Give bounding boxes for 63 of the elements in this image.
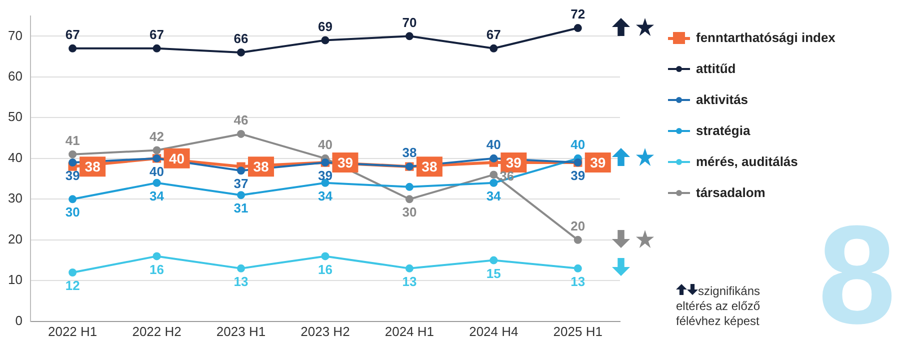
data-label: 16	[150, 262, 164, 277]
legend-label: mérés, auditálás	[696, 154, 798, 169]
y-tick-label: 40	[8, 150, 22, 165]
data-label: 67	[486, 26, 501, 42]
y-tick-label: 70	[8, 28, 22, 43]
data-label: 66	[234, 31, 248, 46]
x-tick-label: 2022 H1	[48, 324, 98, 339]
data-label: 38	[402, 145, 417, 160]
y-tick-label: 20	[8, 231, 22, 246]
data-label: 13	[234, 274, 248, 290]
legend-label: aktivitás	[696, 92, 748, 107]
data-label: 40	[486, 136, 501, 152]
data-label: 31	[234, 200, 248, 216]
legend-label: attitűd	[696, 61, 736, 76]
x-tick-label: 2025 H1	[553, 324, 602, 339]
data-label: 40	[169, 150, 185, 166]
data-label: 69	[318, 18, 332, 34]
data-label: 37	[234, 176, 248, 192]
x-tick-label: 2024 H1	[384, 324, 434, 339]
data-label: 42	[150, 128, 164, 144]
data-label: 16	[318, 262, 332, 277]
data-label: 39	[506, 154, 522, 170]
data-label: 40	[318, 136, 332, 152]
data-label: 38	[422, 158, 438, 174]
data-label: 30	[402, 204, 417, 220]
data-label: 39	[337, 154, 354, 170]
data-label: 39	[65, 168, 80, 184]
data-label: 13	[402, 274, 417, 290]
data-label: 34	[486, 188, 502, 204]
data-label: 72	[570, 6, 586, 22]
y-tick-label: 50	[8, 109, 22, 124]
data-label: 40	[570, 136, 586, 152]
y-tick-label: 10	[8, 272, 22, 288]
data-label: 38	[84, 158, 101, 174]
data-label: 13	[570, 274, 586, 290]
data-label: 67	[65, 26, 80, 42]
data-label: 30	[65, 204, 80, 220]
x-tick-label: 2022 H2	[132, 324, 182, 339]
data-label: 70	[402, 14, 417, 30]
x-tick-label: 2024 H4	[469, 324, 518, 339]
y-tick-label: 60	[8, 68, 22, 84]
data-label: 34	[318, 188, 334, 204]
data-label: 39	[590, 154, 606, 170]
data-label: 39	[318, 168, 332, 184]
legend-label: fenntarthatósági index	[696, 30, 836, 45]
data-label: 39	[570, 168, 586, 184]
data-label: 34	[150, 188, 165, 204]
data-label: 67	[150, 26, 164, 42]
y-tick-label: 0	[15, 312, 22, 328]
x-tick-label: 2023 H2	[300, 324, 350, 339]
legend-label: stratégia	[696, 123, 750, 138]
data-label: 41	[65, 132, 80, 148]
data-label: 20	[570, 218, 586, 234]
text: szignifikáns eltérés az előző félévhez képest	[676, 284, 762, 329]
y-tick-label: 30	[8, 190, 22, 206]
data-label: 12	[65, 278, 80, 294]
data-label: 40	[150, 164, 164, 179]
x-tick-label: 2023 H1	[216, 324, 266, 339]
data-label: 46	[234, 112, 248, 128]
data-label: 15	[486, 266, 501, 281]
legend-label: társadalom	[696, 185, 766, 200]
text: 8	[818, 196, 896, 343]
data-label: 38	[253, 158, 270, 174]
